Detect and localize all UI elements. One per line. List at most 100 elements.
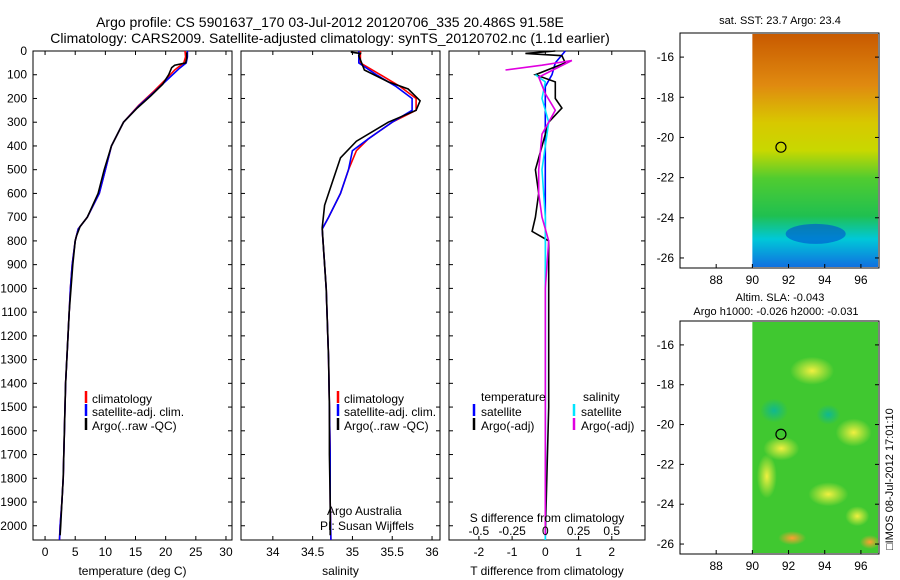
x-tick-label: 5 (72, 545, 79, 559)
x-tick-label: 34.5 (301, 545, 325, 559)
y-tick-label: 500 (7, 163, 27, 177)
lat-tick-label: -24 (657, 211, 675, 225)
legend-title-salinity: salinity (583, 390, 620, 404)
legend-label: Argo(..raw -QC) (344, 419, 429, 433)
sla-anomaly-patch (859, 535, 880, 550)
x-tick-label: 15 (129, 545, 143, 559)
salinity-diff-tick-label: 0.25 (567, 524, 591, 538)
legend-label: Argo(-adj) (581, 419, 634, 433)
salinity-diff-tick-label: 0 (542, 524, 549, 538)
lon-tick-label: 92 (782, 559, 796, 573)
legend-label: Argo(-adj) (481, 419, 534, 433)
sst-cold-patch (785, 223, 846, 244)
salinity-diff-axis-label: S difference from climatology (470, 511, 625, 525)
sla-anomaly-patch (808, 482, 849, 507)
lon-tick-label: 94 (818, 559, 832, 573)
imos-timestamp: □IMOS 08-Jul-2012 17:01:10 (884, 408, 896, 550)
x-tick-label: 25 (189, 545, 203, 559)
y-tick-label: 1500 (0, 400, 27, 414)
x-tick-label: 20 (159, 545, 173, 559)
x-axis-label: T difference from climatology (470, 564, 624, 578)
lon-tick-label: 92 (782, 273, 796, 287)
y-tick-label: 1000 (0, 281, 27, 295)
legend-label: Argo(..raw -QC) (92, 419, 177, 433)
sla-anomaly-patch (756, 454, 777, 499)
series-line (59, 52, 188, 536)
y-tick-label: 600 (7, 186, 27, 200)
sst-map-title: sat. SST: 23.7 Argo: 23.4 (719, 15, 841, 27)
legend-label: satellite-adj. clim. (92, 405, 184, 419)
lat-tick-label: -22 (657, 457, 675, 471)
y-tick-label: 1300 (0, 353, 27, 367)
x-axis-label: temperature (deg C) (78, 564, 186, 578)
argo-float-marker (775, 428, 787, 440)
lat-tick-label: -24 (657, 497, 675, 511)
y-tick-label: 300 (7, 115, 27, 129)
sla-anomaly-patch (778, 531, 807, 546)
legend-label: climatology (344, 392, 404, 406)
y-tick-label: 1600 (0, 424, 27, 438)
x-tick-label: 10 (99, 545, 113, 559)
figure-title-line2: Climatology: CARS2009. Satellite-adjuste… (50, 30, 610, 46)
x-tick-label: 0 (42, 545, 49, 559)
lon-tick-label: 96 (854, 273, 868, 287)
sla-anomaly-patch (845, 506, 870, 527)
x-tick-label: -1 (507, 545, 518, 559)
sla-anomaly-patch (835, 418, 872, 447)
sla-map-title: Altim. SLA: -0.043 (736, 292, 825, 304)
salinity-diff-tick-label: -0.25 (498, 524, 526, 538)
legend-label: satellite (581, 405, 622, 419)
lon-tick-label: 90 (746, 273, 760, 287)
legend-label: climatology (92, 392, 152, 406)
sla-anomaly-patch (760, 398, 789, 423)
sla-anomaly-patch (816, 404, 841, 425)
y-tick-label: 100 (7, 68, 27, 82)
y-tick-label: 700 (7, 210, 27, 224)
y-tick-label: 1700 (0, 448, 27, 462)
lat-tick-label: -20 (657, 418, 675, 432)
y-tick-label: 1200 (0, 329, 27, 343)
lat-tick-label: -16 (657, 338, 675, 352)
x-tick-label: 36 (425, 545, 439, 559)
y-tick-label: 1100 (1, 305, 27, 319)
figure-title-line1: Argo profile: CS 5901637_170 03-Jul-2012… (96, 14, 564, 30)
sla-map-subtitle: Argo h1000: -0.026 h2000: -0.031 (693, 306, 858, 318)
sst-map-panel: sat. SST: 23.7 Argo: 23.4 88 90 92 94 96 -16 -1… (657, 15, 880, 287)
x-tick-label: 2 (608, 545, 615, 559)
annotation-pi: PI: Susan Wijffels (320, 519, 414, 533)
x-tick-label: 34 (266, 545, 280, 559)
annotation-argo-australia: Argo Australia (327, 504, 402, 518)
y-tick-label: 800 (7, 234, 27, 248)
x-tick-label: -2 (474, 545, 485, 559)
lat-tick-label: -22 (657, 171, 675, 185)
difference-panel: -2 -1 0 1 2 T difference from climatology -0.5… (448, 50, 646, 578)
lon-tick-label: 88 (710, 559, 724, 573)
legend-label: satellite-adj. clim. (344, 405, 436, 419)
series-line (534, 74, 550, 540)
y-tick-label: 400 (7, 139, 27, 153)
sla-anomaly-patch (763, 436, 800, 461)
y-tick-label: 1900 (0, 495, 27, 509)
x-tick-label: 35.5 (381, 545, 405, 559)
x-tick-label: 30 (219, 545, 233, 559)
x-tick-label: 0 (542, 545, 549, 559)
lat-tick-label: -18 (657, 378, 675, 392)
lon-tick-label: 96 (854, 559, 868, 573)
lon-tick-label: 90 (746, 559, 760, 573)
y-tick-label: 2000 (0, 519, 27, 533)
y-tick-label: 1800 (0, 471, 27, 485)
temperature-frame (32, 50, 233, 541)
lat-tick-label: -16 (657, 50, 675, 64)
lon-tick-label: 88 (710, 273, 724, 287)
lat-tick-label: -26 (657, 537, 675, 551)
series-line (321, 51, 422, 536)
legend-label: satellite (481, 405, 522, 419)
lat-tick-label: -20 (657, 130, 675, 144)
sla-anomaly-patch (790, 356, 835, 385)
temperature-panel: 0100200300400500600700800900100011001200… (0, 44, 233, 578)
salinity-diff-tick-label: -0.5 (469, 524, 490, 538)
sla-map-panel: Altim. SLA: -0.043 Argo h1000: -0.026 h20… (657, 292, 880, 573)
salinity-frame (240, 50, 441, 541)
x-axis-label: salinity (322, 564, 359, 578)
